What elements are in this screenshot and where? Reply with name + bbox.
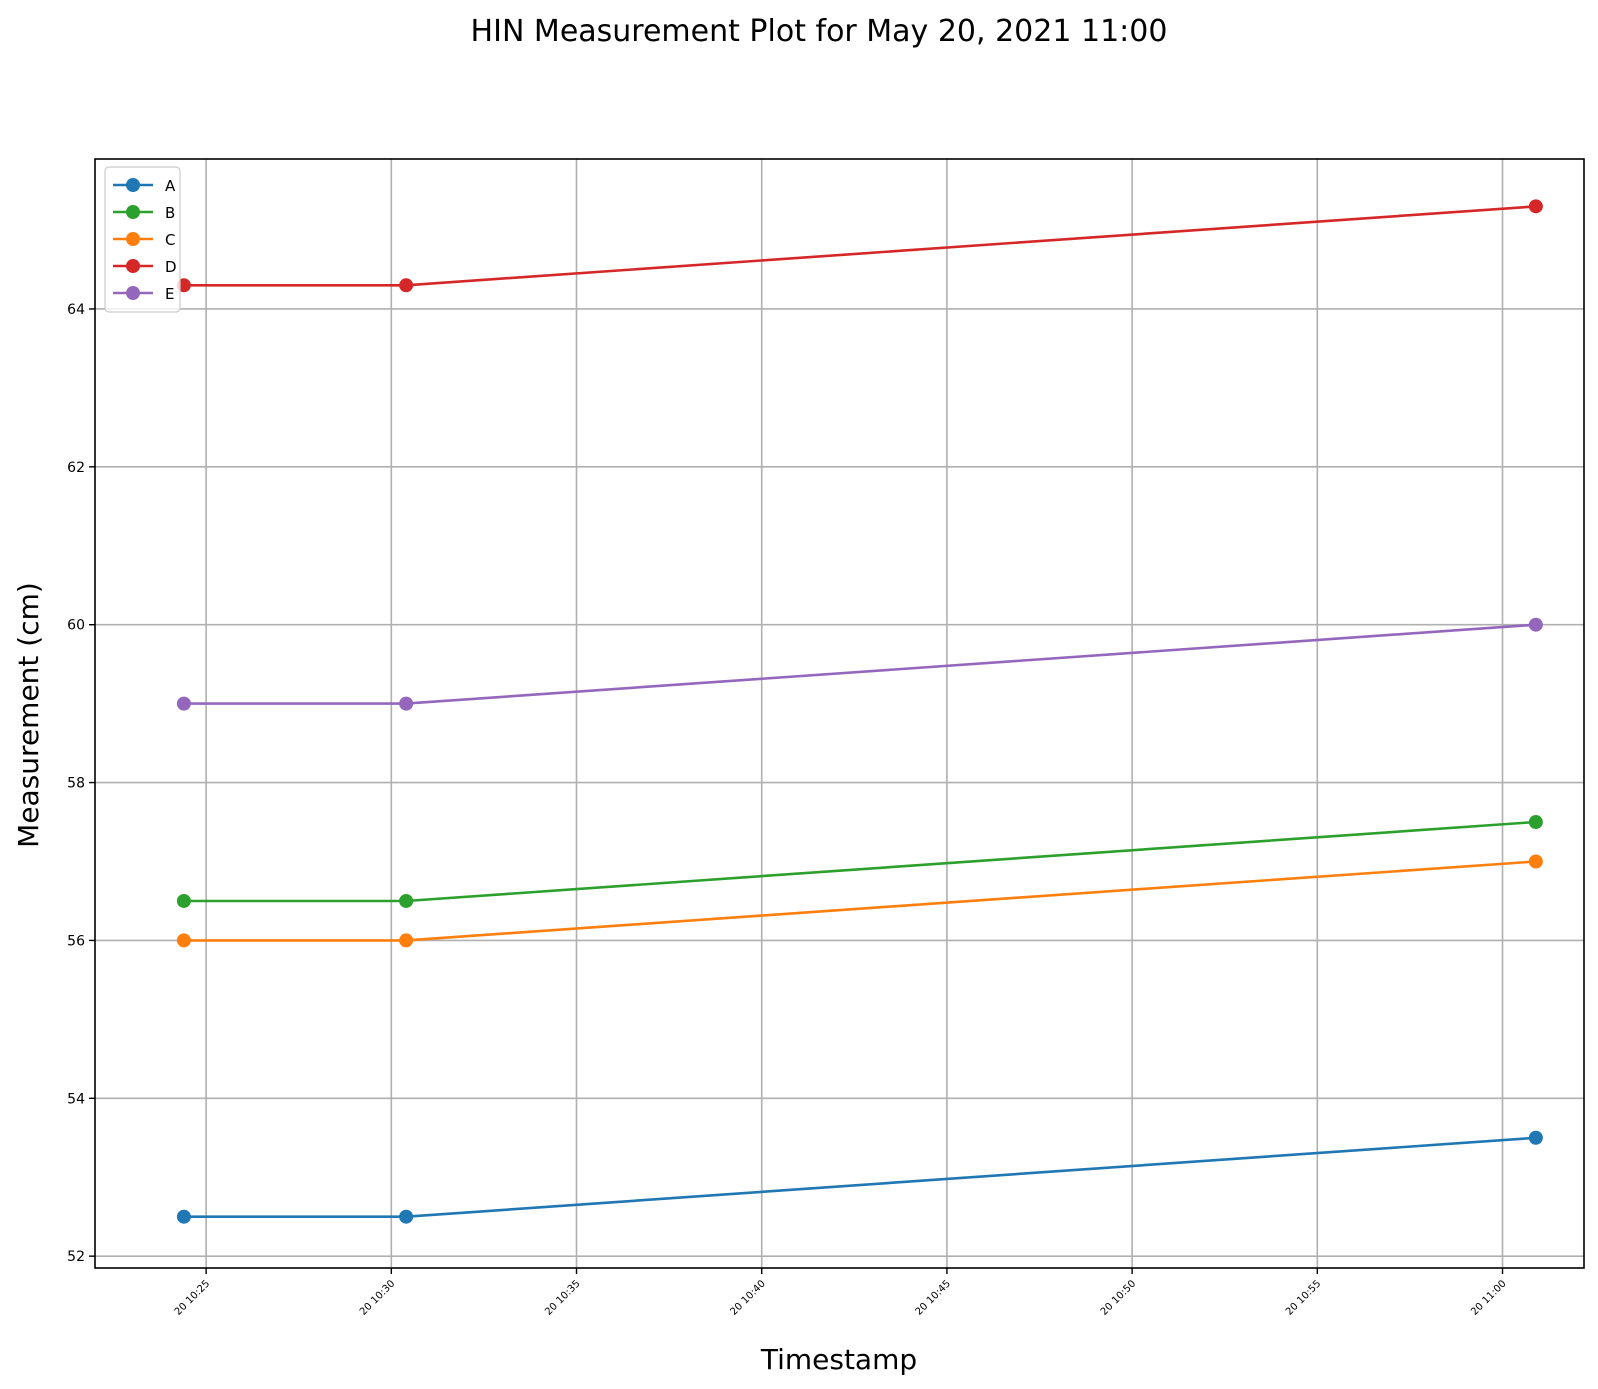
legend-label-a: A: [165, 177, 176, 195]
series-line-e: [183, 623, 1536, 705]
x-tick-label: 20 10:40: [728, 1278, 767, 1317]
axes: 52 54 56 58 60 62 64 20 10:25 20 10:30 20 10:35 20…: [67, 158, 1585, 1318]
x-tick-label: 20 10:45: [914, 1278, 953, 1317]
data-point-d: [399, 278, 414, 293]
y-tick-label: 56: [67, 933, 85, 949]
legend-marker-e: [126, 286, 140, 300]
legend-label-d: D: [165, 258, 177, 276]
x-tick-label: 20 10:30: [358, 1278, 397, 1317]
x-tick-label: 20 10:50: [1099, 1278, 1138, 1317]
chart-title: HIN Measurement Plot for May 20, 2021 11…: [471, 14, 1168, 49]
data-point-a: [176, 1209, 191, 1224]
data-point-a: [399, 1209, 414, 1224]
y-tick-label: 54: [67, 1091, 85, 1107]
x-tick-label: 20 10:55: [1284, 1278, 1323, 1317]
grid: [95, 159, 1584, 1268]
plot-frame: [94, 158, 1585, 1269]
x-axis-label: Timestamp: [760, 1343, 917, 1376]
y-tick-label: 62: [67, 460, 85, 476]
legend-label-c: C: [165, 231, 175, 249]
legend-label-b: B: [165, 204, 175, 222]
data-point-a: [1528, 1130, 1543, 1145]
legend-marker-d: [126, 259, 140, 273]
y-tick-label: 64: [67, 302, 85, 318]
legend-marker-b: [126, 205, 140, 219]
y-tick-label: 60: [67, 618, 85, 634]
x-tick-label: 20 10:25: [173, 1278, 212, 1317]
series-line-b: [183, 820, 1536, 903]
data-point-c: [176, 933, 191, 948]
y-axis-label: Measurement (cm): [12, 582, 45, 848]
data-point-e: [176, 696, 191, 711]
legend-marker-a: [126, 178, 140, 192]
x-tick-label: 20 11:00: [1469, 1278, 1508, 1317]
data-point-b: [1528, 815, 1543, 830]
data-point-d: [1528, 199, 1543, 214]
series-layer: [176, 199, 1543, 1224]
data-point-c: [1528, 854, 1543, 869]
y-tick-label: 52: [67, 1249, 85, 1265]
data-point-b: [176, 893, 191, 908]
x-tick-label: 20 10:35: [543, 1278, 582, 1317]
data-point-e: [399, 696, 414, 711]
data-point-c: [399, 933, 414, 948]
data-point-b: [399, 893, 414, 908]
series-line-d: [183, 205, 1536, 287]
series-line-a: [183, 1136, 1536, 1218]
legend-label-e: E: [165, 285, 174, 303]
legend-marker-c: [126, 232, 140, 246]
data-point-e: [1528, 617, 1543, 632]
y-tick-label: 58: [67, 776, 85, 792]
